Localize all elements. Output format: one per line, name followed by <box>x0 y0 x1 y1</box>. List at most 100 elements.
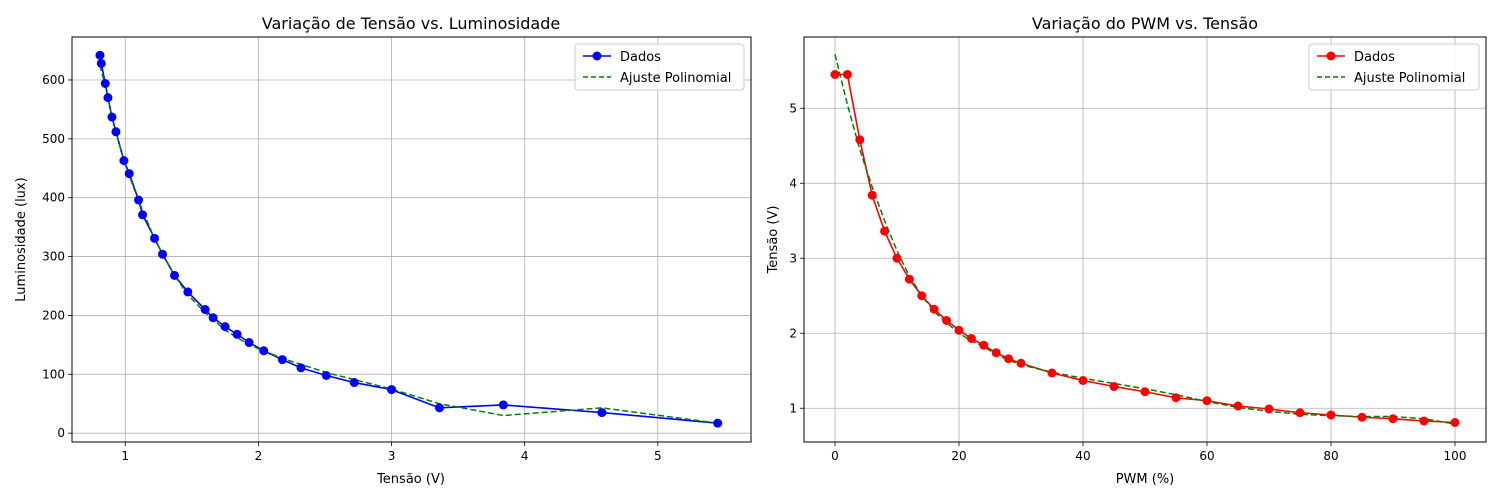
y-axis-ticks: 1 2 3 4 5 <box>789 101 804 415</box>
y-tick-label: 200 <box>42 308 65 322</box>
data-point <box>867 190 877 200</box>
plot-area <box>72 37 751 442</box>
y-axis-label: Luminosidade (lux) <box>14 177 29 301</box>
data-point <box>124 169 134 179</box>
data-point <box>1264 404 1274 414</box>
y-tick-label: 600 <box>42 73 65 87</box>
chart-title: Variação de Tensão vs. Luminosidade <box>262 14 560 33</box>
y-tick-label: 5 <box>789 101 797 115</box>
data-point <box>434 403 444 413</box>
data-point <box>387 385 397 395</box>
data-point <box>942 316 952 325</box>
legend-label-fit: Ajuste Polinomial <box>1354 71 1465 86</box>
data-point <box>134 195 144 205</box>
data-point <box>158 249 168 259</box>
data-point <box>713 418 723 428</box>
y-tick-label: 100 <box>42 367 65 381</box>
data-point <box>1109 382 1119 391</box>
series-line-data <box>835 73 1456 424</box>
data-point <box>100 79 110 88</box>
data-point <box>597 408 607 418</box>
y-tick-label: 4 <box>789 176 797 190</box>
x-tick-label: 80 <box>1323 449 1338 463</box>
data-point <box>183 287 193 297</box>
x-tick-label: 3 <box>388 449 396 463</box>
data-point <box>277 355 287 365</box>
data-point <box>991 348 1001 358</box>
x-tick-label: 20 <box>951 449 966 463</box>
chart-title: Variação do PWM vs. Tensão <box>1032 14 1258 33</box>
x-axis-label: Tensão (V) <box>376 472 445 487</box>
data-point <box>1004 354 1014 364</box>
x-tick-label: 60 <box>1199 449 1214 463</box>
data-point <box>1419 416 1429 426</box>
data-point <box>111 127 121 137</box>
data-point <box>1047 368 1057 378</box>
data-point <box>119 156 129 166</box>
data-point <box>107 112 117 122</box>
plot-frame <box>803 36 1487 443</box>
legend-box <box>1308 43 1480 91</box>
y-tick-label: 300 <box>42 250 65 264</box>
data-point <box>321 370 331 380</box>
data-point <box>880 226 890 236</box>
data-point <box>1140 387 1150 397</box>
x-tick-label: 1 <box>121 449 129 463</box>
data-point <box>498 400 508 410</box>
y-tick-label: 400 <box>42 191 65 205</box>
data-point <box>244 338 254 348</box>
data-point <box>966 334 976 343</box>
series-layer <box>95 50 723 428</box>
plot-area <box>804 37 1486 442</box>
legend-box <box>574 43 745 91</box>
x-tick-label: 4 <box>521 449 529 463</box>
legend-label-data: Dados <box>620 50 661 65</box>
data-point <box>95 50 105 60</box>
data-point <box>1326 410 1336 420</box>
grid <box>72 37 751 442</box>
x-tick-label: 100 <box>1444 449 1467 463</box>
y-tick-label: 2 <box>789 326 797 340</box>
y-axis-label: Tensão (V) <box>766 206 781 275</box>
data-point <box>200 305 210 315</box>
chart-voltage-vs-luminosity: 1 2 3 4 5 0 100 200 300 400 500 600 Variação de Te… <box>14 14 752 487</box>
data-point <box>170 270 180 280</box>
plot-frame <box>71 36 752 443</box>
data-point <box>232 329 242 339</box>
chart-pwm-vs-voltage: 0 20 40 60 80 100 1 2 3 4 5 Variação do PWM vs. T… <box>766 14 1487 487</box>
y-axis-ticks: 0 100 200 300 400 500 600 <box>42 73 72 440</box>
data-point <box>855 135 865 145</box>
data-point <box>892 253 902 263</box>
x-tick-label: 0 <box>831 449 839 463</box>
data-point <box>103 93 113 103</box>
x-tick-label: 2 <box>255 449 263 463</box>
data-point <box>929 304 939 314</box>
data-point <box>954 325 964 335</box>
data-point <box>1450 418 1460 427</box>
data-point <box>296 363 306 373</box>
legend-marker-data <box>1326 51 1336 61</box>
legend: Dados Ajuste Polinomial <box>1308 43 1480 91</box>
legend-label-data: Dados <box>1354 50 1395 65</box>
grid <box>804 37 1486 442</box>
data-point <box>138 210 148 220</box>
y-tick-label: 1 <box>789 401 797 415</box>
data-point <box>1388 414 1398 424</box>
data-point <box>1357 412 1367 422</box>
data-point <box>1078 376 1088 385</box>
x-tick-label: 5 <box>654 449 662 463</box>
y-tick-label: 500 <box>42 132 65 146</box>
series-layer <box>830 54 1460 427</box>
data-point <box>842 70 852 79</box>
data-point <box>979 340 989 350</box>
x-axis-ticks: 0 20 40 60 80 100 <box>831 442 1466 463</box>
data-point <box>917 291 927 301</box>
data-point <box>1016 358 1026 368</box>
y-tick-label: 0 <box>57 426 65 440</box>
legend-label-fit: Ajuste Polinomial <box>620 71 731 86</box>
data-point <box>349 378 359 388</box>
legend: Dados Ajuste Polinomial <box>574 43 745 91</box>
data-point <box>208 313 218 323</box>
x-tick-label: 40 <box>1075 449 1090 463</box>
